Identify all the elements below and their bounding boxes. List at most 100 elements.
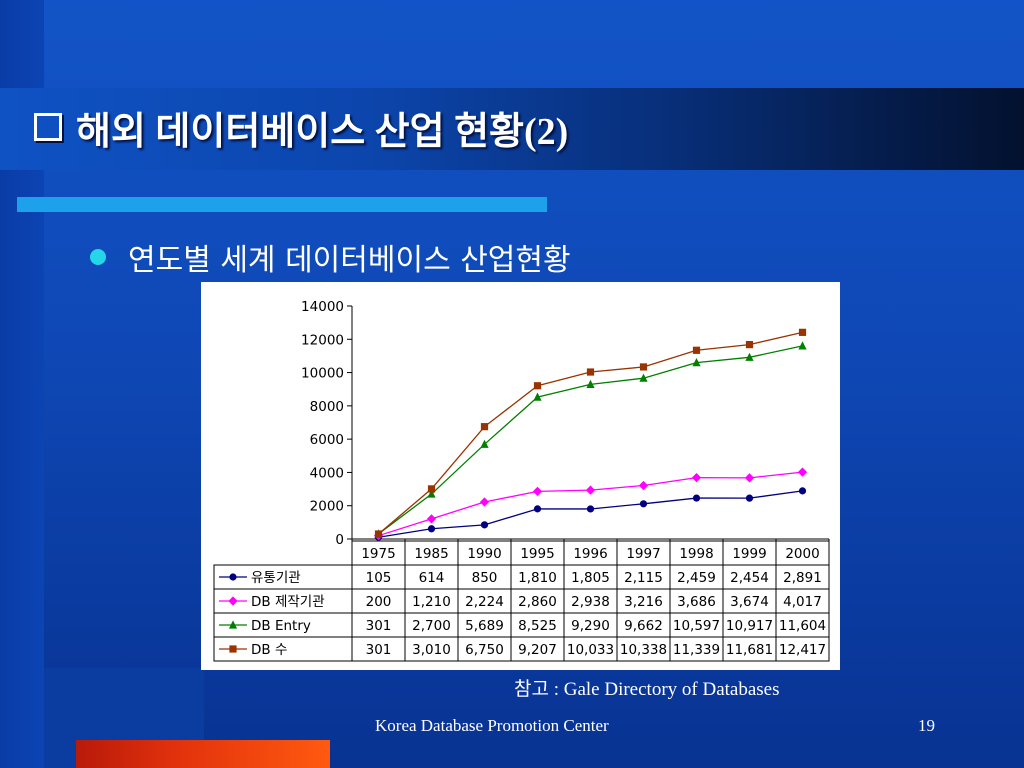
legend-label: 유통기관 <box>251 570 301 586</box>
data-table-value: 1,810 <box>518 570 557 586</box>
data-table-value: 12,417 <box>779 642 826 658</box>
data-point <box>533 382 542 390</box>
data-point <box>691 473 702 483</box>
data-point <box>586 368 595 376</box>
x-category-label: 1985 <box>414 546 448 562</box>
x-category-label: 1990 <box>467 546 501 562</box>
x-category-label: 1995 <box>520 546 554 562</box>
data-table-value: 10,597 <box>673 618 720 634</box>
data-table-value: 11,339 <box>673 642 720 658</box>
line-chart: 14000 12000 10000 8000 6000 4000 2000 0 1975 1985… <box>213 299 830 662</box>
data-point <box>639 373 648 382</box>
data-point <box>586 505 595 513</box>
data-table-value: 1,210 <box>412 594 451 610</box>
data-point <box>692 358 701 367</box>
checkbox-bullet-icon <box>34 113 62 141</box>
title-rule <box>17 197 547 212</box>
data-table-value: 200 <box>366 594 392 610</box>
data-point <box>692 346 701 354</box>
y-tick-label: 10000 <box>301 366 344 382</box>
data-point <box>745 352 754 361</box>
data-table-value: 2,454 <box>730 570 769 586</box>
data-table-value: 3,674 <box>730 594 769 610</box>
data-point <box>480 439 489 448</box>
bullet-item: 연도별 세계 데이터베이스 산업현황 <box>90 235 571 279</box>
data-table-value: 301 <box>366 618 392 634</box>
data-point <box>427 485 436 493</box>
data-table-value: 2,891 <box>783 570 822 586</box>
legend-label: DB 수 <box>251 642 287 658</box>
title-bar <box>0 88 1024 170</box>
data-point <box>798 328 807 336</box>
data-table-value: 9,662 <box>624 618 663 634</box>
x-category-label: 1997 <box>626 546 660 562</box>
legend-marker <box>228 596 238 606</box>
y-tick-label: 4000 <box>310 465 344 481</box>
data-table-value: 2,115 <box>624 570 663 586</box>
data-point <box>586 379 595 388</box>
data-table-value: 2,224 <box>465 594 504 610</box>
legend-marker <box>228 620 238 629</box>
bullet-dot-icon <box>90 249 106 265</box>
data-point <box>745 494 754 502</box>
data-table-value: 10,033 <box>567 642 614 658</box>
data-point <box>744 473 755 483</box>
data-table-value: 9,207 <box>518 642 557 658</box>
data-table-value: 5,689 <box>465 618 504 634</box>
data-table-value: 2,459 <box>677 570 716 586</box>
page-number: 19 <box>918 716 935 735</box>
data-point <box>639 500 648 508</box>
data-point <box>585 485 596 495</box>
data-point <box>533 392 542 401</box>
legend-label: DB Entry <box>251 618 311 634</box>
legend-marker <box>229 645 237 653</box>
series-line <box>378 471 803 537</box>
data-table-value: 2,700 <box>412 618 451 634</box>
data-point <box>479 497 490 507</box>
data-point <box>427 525 436 533</box>
data-point <box>427 489 436 498</box>
x-category-label: 1996 <box>573 546 607 562</box>
data-table-value: 105 <box>366 570 392 586</box>
data-point <box>426 514 437 524</box>
data-point <box>532 486 543 497</box>
bullet-text: 연도별 세계 데이터베이스 산업현황 <box>128 243 571 278</box>
data-table-value: 9,290 <box>571 618 610 634</box>
data-point <box>480 423 489 431</box>
data-table-value: 11,681 <box>726 642 773 658</box>
y-tick-label: 2000 <box>310 499 344 515</box>
data-table-value: 8,525 <box>518 618 557 634</box>
y-tick-label: 8000 <box>310 399 344 415</box>
x-category-label: 2000 <box>785 546 819 562</box>
source-note: 참고 : Gale Directory of Databases <box>514 679 780 700</box>
x-category-label: 1998 <box>679 546 713 562</box>
data-table-value: 3,010 <box>412 642 451 658</box>
data-table-value: 4,017 <box>783 594 822 610</box>
data-table-value: 10,338 <box>620 642 667 658</box>
legend-marker <box>229 573 237 581</box>
y-tick-label: 12000 <box>301 332 344 348</box>
y-tick-label: 6000 <box>310 432 344 448</box>
data-point <box>798 341 807 350</box>
data-table-value: 2,938 <box>571 594 610 610</box>
data-table-value: 6,750 <box>465 642 504 658</box>
x-category-label: 1975 <box>361 546 395 562</box>
data-table-value: 11,604 <box>779 618 826 634</box>
data-table-value: 2,860 <box>518 594 557 610</box>
slide-title: 해외 데이터베이스 산업 현황(2) <box>34 92 568 162</box>
data-point <box>374 530 383 538</box>
slide-title-text: 해외 데이터베이스 산업 현황(2) <box>76 110 569 153</box>
bottom-accent-bar <box>76 740 330 768</box>
data-point <box>533 505 542 513</box>
data-table-value: 850 <box>472 570 498 586</box>
data-point <box>692 494 701 502</box>
data-point <box>638 480 649 491</box>
data-point <box>798 487 807 495</box>
x-category-label: 1999 <box>732 546 766 562</box>
legend-label: DB 제작기관 <box>251 594 325 610</box>
data-point <box>639 363 648 371</box>
data-point <box>480 521 489 529</box>
data-point <box>745 340 754 349</box>
series-line <box>378 490 803 538</box>
data-table-value: 3,216 <box>624 594 663 610</box>
